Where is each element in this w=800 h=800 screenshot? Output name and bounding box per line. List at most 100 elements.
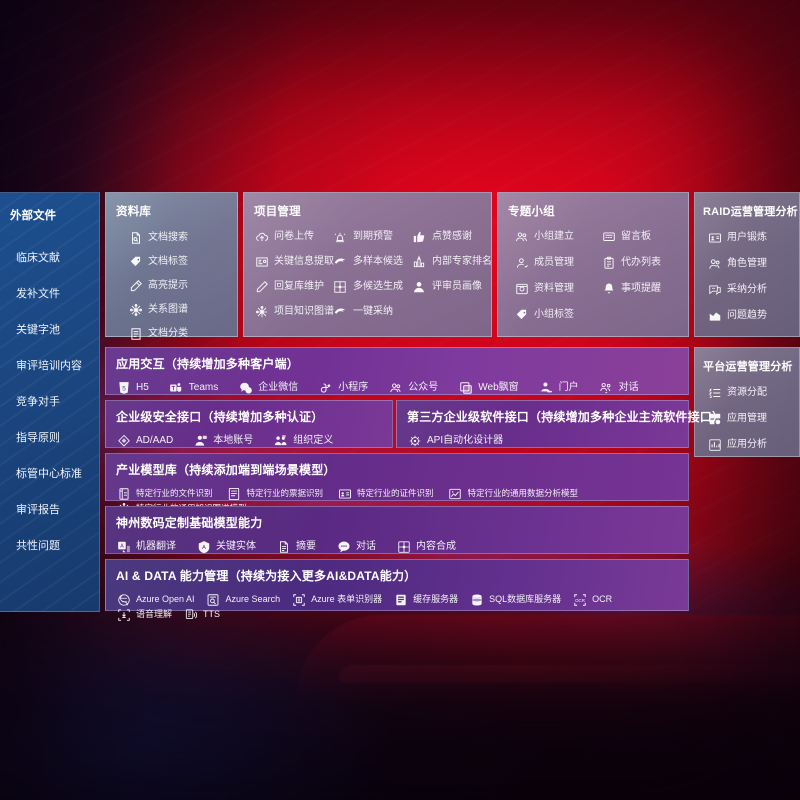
library-item-document-category[interactable]: 文档分类: [128, 326, 237, 341]
project-item-reviewer-portrait[interactable]: 评审员画像: [412, 279, 491, 294]
library-item-document-search[interactable]: 文档搜索: [128, 230, 237, 245]
security-item-ad-aad[interactable]: AD/AAD: [116, 433, 173, 448]
base-item-machine-translation[interactable]: A 机器翻译: [116, 539, 176, 554]
group-item-archive-manage[interactable]: 资料管理: [514, 281, 601, 296]
group-item-todo-list[interactable]: 代办列表: [601, 255, 688, 270]
project-item-label: 点赞感谢: [431, 230, 472, 242]
ai-item-azure-openai[interactable]: Azure Open AI: [116, 592, 195, 607]
sidebar-item-label: 审评培训内容: [16, 360, 82, 372]
azure-search-icon: [206, 592, 221, 607]
ai-item-speech-understanding[interactable]: 语音理解: [116, 607, 172, 622]
security-item-local-account[interactable]: 本地账号: [193, 433, 253, 448]
file-recognition-icon: [116, 486, 131, 501]
sidebar-item-supplement-files[interactable]: 发补文件: [0, 275, 99, 311]
sidebar-item-review-report[interactable]: 审评报告: [0, 491, 99, 527]
interaction-item-teams[interactable]: Teams: [169, 380, 218, 395]
platform-item-app-analysis[interactable]: 应用分析: [707, 437, 799, 452]
project-item-one-click-adopt[interactable]: 一键采纳: [333, 304, 412, 319]
security-item-organization[interactable]: 组织定义: [273, 433, 333, 448]
base-item-summary[interactable]: 摘要: [276, 539, 316, 554]
interaction-item-miniprogram[interactable]: 小程序: [318, 380, 368, 395]
sidebar-item-clinical-literature[interactable]: 临床文献: [0, 239, 99, 275]
interaction-item-wecom[interactable]: 企业微信: [238, 380, 298, 395]
interaction-item-label: 公众号: [408, 381, 439, 393]
library-item-label: 文档标签: [148, 255, 188, 267]
ai-item-azure-form-recognizer[interactable]: Azure 表单识别器: [291, 592, 382, 607]
model-item-label: 特定行业的证件识别: [357, 488, 434, 499]
sidebar-item-standards-center[interactable]: 标管中心标准: [0, 455, 99, 491]
sidebar-item-competitors[interactable]: 竞争对手: [0, 383, 99, 419]
thirdparty-item-api-designer[interactable]: API自动化设计器: [407, 433, 503, 448]
ai-item-tts[interactable]: TTS: [183, 607, 220, 622]
security-items: AD/AAD 本地账号 组织定义: [116, 433, 392, 448]
raid-item-user-training[interactable]: 用户锻炼: [707, 230, 799, 245]
group-item-reminder[interactable]: 事项提醒: [601, 281, 688, 296]
project-item-knowledge-graph[interactable]: 项目知识图谱: [254, 304, 334, 319]
group-items: 小组建立 留言板 成员管理 代办列表 资料管理 事项提醒: [514, 229, 688, 322]
speech-understanding-icon: [116, 607, 131, 622]
sidebar-item-guidelines[interactable]: 指导原则: [0, 419, 99, 455]
panel-library: 资料库 文档搜索 文档标签 高亮提示 关系图谱 文档分类: [105, 192, 238, 340]
ai-item-ocr[interactable]: OCR OCR: [572, 592, 612, 607]
ocr-icon: OCR: [572, 592, 587, 607]
base-item-chat[interactable]: 对话: [336, 539, 376, 554]
ai-item-label: Azure Open AI: [136, 594, 195, 604]
platform-item-app-manage[interactable]: 应用管理: [707, 411, 799, 426]
ad-shield-icon: [116, 433, 131, 448]
sidebar-item-label: 共性问题: [16, 540, 60, 552]
raid-item-issue-trend[interactable]: 问题趋势: [707, 308, 799, 323]
project-item-reply-library[interactable]: 回复库维护: [254, 279, 333, 294]
group-item-member-manage[interactable]: 成员管理: [514, 255, 601, 270]
interaction-item-portal[interactable]: 门户: [539, 380, 579, 395]
platform-item-resource-allocation[interactable]: 资源分配: [707, 385, 799, 400]
raid-item-role-manage[interactable]: 角色管理: [707, 256, 799, 271]
group-item-create[interactable]: 小组建立: [514, 229, 601, 244]
model-item-receipt-recognition[interactable]: 特定行业的票据识别: [227, 486, 323, 501]
ai-items: Azure Open AI Azure Search Azure 表单识别器 缓…: [116, 592, 688, 622]
ai-item-label: Azure Search: [225, 594, 281, 604]
raid-item-adoption-analysis[interactable]: 采纳分析: [707, 282, 799, 297]
project-item-due-alert[interactable]: 到期预警: [333, 229, 412, 244]
interaction-item-web-float[interactable]: Web飘窗: [458, 380, 519, 395]
project-item-expert-ranking[interactable]: 内部专家排名: [412, 254, 492, 269]
model-item-data-analysis[interactable]: 特定行业的通用数据分析模型: [448, 486, 578, 501]
model-item-file-recognition[interactable]: 特定行业的文件识别: [116, 486, 213, 501]
panel-group-title: 专题小组: [508, 206, 555, 218]
group-item-message-board[interactable]: 留言板: [601, 229, 688, 244]
interaction-items: 5 H5 Teams 企业微信 小程序 公众号 Web飘窗: [116, 380, 688, 395]
interaction-item-official-account[interactable]: 公众号: [388, 380, 438, 395]
library-item-relation-graph[interactable]: 关系图谱: [128, 302, 237, 317]
panel-enterprise-security: 企业级安全接口（持续增加多种认证） AD/AAD 本地账号 组织定义: [105, 400, 393, 448]
group-item-group-tag[interactable]: 小组标签: [514, 307, 601, 322]
project-item-key-info-extract[interactable]: 关键信息提取: [254, 254, 334, 269]
message-board-icon: [601, 229, 616, 244]
model-item-id-recognition[interactable]: 特定行业的证件识别: [337, 486, 434, 501]
project-item-thanks[interactable]: 点赞感谢: [412, 229, 491, 244]
library-item-highlight[interactable]: 高亮提示: [128, 278, 237, 293]
interaction-item-label: H5: [136, 381, 149, 393]
project-item-multi-sample[interactable]: 多样本候选: [333, 254, 412, 269]
library-item-document-tag[interactable]: 文档标签: [128, 254, 237, 269]
miniprogram-icon: [318, 380, 333, 395]
ai-item-sql-database[interactable]: SQL数据库服务器: [469, 592, 561, 607]
base-item-key-entity[interactable]: A 关键实体: [196, 539, 256, 554]
interaction-item-h5[interactable]: 5 H5: [116, 380, 149, 395]
panel-interaction-title: 应用交互（持续增加多种客户端）: [116, 357, 300, 371]
ai-item-cache-server[interactable]: 缓存服务器: [393, 592, 458, 607]
knowledge-graph-icon: [254, 304, 269, 319]
project-item-label: 一键采纳: [352, 305, 393, 317]
document-list-icon: [128, 326, 143, 341]
sidebar-item-label: 竞争对手: [16, 396, 60, 408]
project-item-label: 回复库维护: [274, 280, 324, 292]
project-item-multi-candidate[interactable]: 多候选生成: [333, 279, 412, 294]
sidebar-item-review-training[interactable]: 审评培训内容: [0, 347, 99, 383]
sidebar-item-keyword-pool[interactable]: 关键字池: [0, 311, 99, 347]
project-item-questionnaire-upload[interactable]: 问卷上传: [254, 229, 333, 244]
sidebar-item-common-issues[interactable]: 共性问题: [0, 527, 99, 563]
ai-item-azure-search[interactable]: Azure Search: [206, 592, 281, 607]
base-item-content-synthesis[interactable]: 内容合成: [396, 539, 456, 554]
hand-icon: [333, 254, 348, 269]
interaction-item-dialog[interactable]: 对话: [599, 380, 639, 395]
group-item-label: 代办列表: [621, 256, 661, 268]
panel-industry-model-library: 产业模型库（持续添加端到端场景模型） 特定行业的文件识别 特定行业的票据识别 特…: [105, 453, 689, 514]
